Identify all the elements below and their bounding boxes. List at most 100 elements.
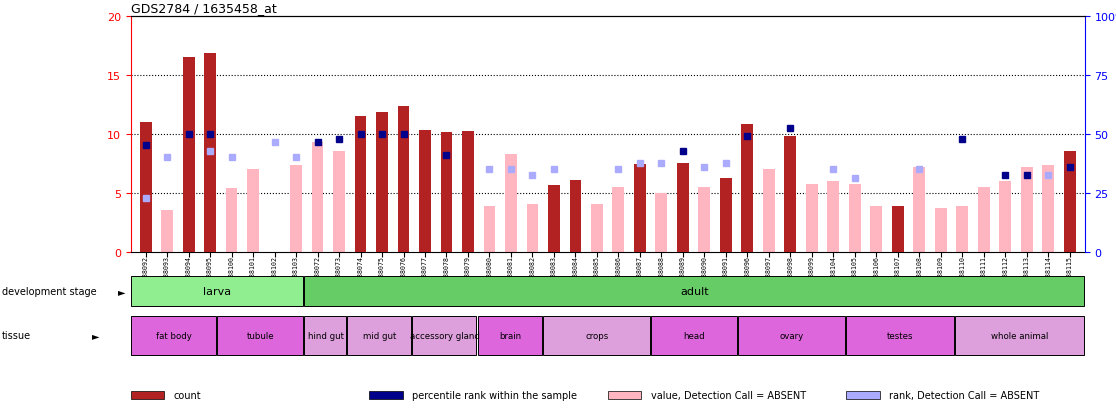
Text: testes: testes — [887, 331, 914, 340]
Bar — [161, 211, 173, 252]
Text: tissue: tissue — [2, 330, 31, 341]
Bar — [607, 391, 641, 399]
Bar — [183, 58, 194, 252]
Text: GDS2784 / 1635458_at: GDS2784 / 1635458_at — [131, 2, 277, 15]
Bar — [483, 206, 496, 252]
Bar — [999, 181, 1011, 252]
Text: hind gut: hind gut — [308, 331, 344, 340]
Text: GSM188104: GSM188104 — [830, 255, 836, 291]
Bar — [441, 133, 452, 252]
Bar — [569, 180, 581, 252]
Bar — [131, 391, 164, 399]
Text: brain: brain — [499, 331, 521, 340]
Text: GSM188101: GSM188101 — [250, 255, 256, 291]
Text: GSM188080: GSM188080 — [487, 255, 492, 291]
Text: GSM188102: GSM188102 — [271, 255, 278, 291]
Bar — [506, 154, 517, 252]
Text: percentile rank within the sample: percentile rank within the sample — [412, 390, 577, 400]
Text: GSM188077: GSM188077 — [422, 255, 429, 291]
Text: ovary: ovary — [780, 331, 805, 340]
Text: GSM188111: GSM188111 — [981, 255, 987, 291]
Bar — [741, 125, 753, 252]
Text: GSM188095: GSM188095 — [208, 255, 213, 291]
Text: GSM188091: GSM188091 — [723, 255, 729, 291]
Text: crops: crops — [585, 331, 608, 340]
Bar — [651, 316, 737, 355]
Bar — [978, 187, 990, 252]
Bar — [591, 205, 603, 252]
Bar — [634, 165, 646, 252]
Bar — [542, 316, 650, 355]
Text: GSM188098: GSM188098 — [787, 255, 793, 291]
Text: ►: ► — [92, 330, 99, 341]
Bar — [699, 187, 710, 252]
Bar — [935, 209, 946, 252]
Text: GSM188108: GSM188108 — [916, 255, 922, 291]
Text: GSM188115: GSM188115 — [1067, 255, 1072, 291]
Bar — [311, 142, 324, 252]
Bar — [462, 132, 474, 252]
Bar — [131, 276, 302, 306]
Text: fat body: fat body — [156, 331, 192, 340]
Text: rank, Detection Call = ABSENT: rank, Detection Call = ABSENT — [889, 390, 1039, 400]
Bar — [655, 193, 667, 252]
Bar — [677, 164, 689, 252]
Bar — [846, 391, 879, 399]
Bar — [333, 152, 345, 252]
Text: GSM188112: GSM188112 — [1002, 255, 1008, 291]
Text: GSM188109: GSM188109 — [937, 255, 944, 291]
Text: GSM188107: GSM188107 — [895, 255, 901, 291]
Bar — [413, 316, 477, 355]
Bar — [462, 139, 474, 252]
Text: adult: adult — [680, 286, 709, 296]
Bar — [376, 113, 388, 252]
Bar — [247, 169, 259, 252]
Bar — [956, 206, 969, 252]
Bar — [1021, 167, 1032, 252]
Text: GSM188092: GSM188092 — [143, 255, 148, 291]
Bar — [846, 316, 953, 355]
Text: GSM188076: GSM188076 — [401, 255, 406, 291]
Bar — [420, 131, 431, 252]
Text: GSM188072: GSM188072 — [315, 255, 320, 291]
Text: development stage: development stage — [2, 286, 97, 296]
Bar — [304, 316, 346, 355]
Bar — [347, 316, 412, 355]
Text: GSM188114: GSM188114 — [1046, 255, 1051, 291]
Text: GSM188084: GSM188084 — [573, 255, 578, 291]
Bar — [290, 166, 302, 252]
Text: tubule: tubule — [247, 331, 275, 340]
Text: ►: ► — [118, 286, 126, 296]
Bar — [827, 181, 839, 252]
Text: GSM188105: GSM188105 — [852, 255, 858, 291]
Text: value, Detection Call = ABSENT: value, Detection Call = ABSENT — [651, 390, 806, 400]
Text: GSM188086: GSM188086 — [615, 255, 622, 291]
Text: GSM188099: GSM188099 — [809, 255, 815, 291]
Text: GSM188078: GSM188078 — [443, 255, 450, 291]
Text: GSM188094: GSM188094 — [185, 255, 192, 291]
Text: GSM188074: GSM188074 — [357, 255, 364, 291]
Bar — [218, 316, 302, 355]
Bar — [849, 185, 860, 252]
Text: GSM188096: GSM188096 — [744, 255, 750, 291]
Text: count: count — [173, 390, 201, 400]
Bar — [613, 187, 624, 252]
Bar — [478, 316, 541, 355]
Text: GSM188085: GSM188085 — [594, 255, 600, 291]
Bar — [870, 206, 883, 252]
Text: GSM188093: GSM188093 — [164, 255, 170, 291]
Bar — [1064, 152, 1076, 252]
Text: GSM188075: GSM188075 — [379, 255, 385, 291]
Bar — [913, 167, 925, 252]
Text: GSM188088: GSM188088 — [658, 255, 664, 291]
Text: GSM188082: GSM188082 — [529, 255, 536, 291]
Bar — [225, 188, 238, 252]
Bar — [527, 205, 538, 252]
Bar — [763, 169, 775, 252]
Bar — [806, 185, 818, 252]
Bar — [738, 316, 845, 355]
Bar — [369, 391, 403, 399]
Text: accessory gland: accessory gland — [410, 331, 480, 340]
Bar — [140, 122, 152, 252]
Text: GSM188079: GSM188079 — [465, 255, 471, 291]
